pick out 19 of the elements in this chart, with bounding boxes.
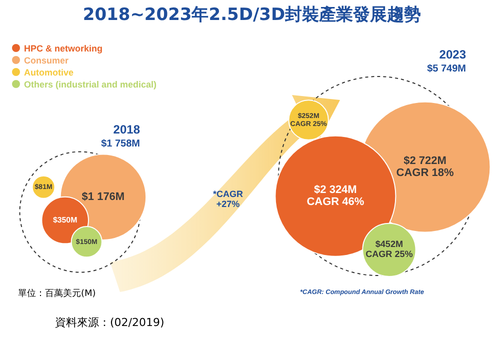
data-label: $1 176M [82, 190, 125, 203]
text: 2018~2023年2.5D/3D封裝產業發展趨勢 [82, 5, 422, 25]
source-note: 資料來源：(02/2019) [55, 316, 164, 329]
text: CAGR 46% [306, 196, 364, 208]
data-label: $2 722M [404, 154, 446, 167]
legend-label: HPC & networking [24, 44, 103, 54]
text: $5 749M [427, 63, 466, 74]
data-label: $2 324M [314, 184, 357, 196]
text: CAGR 25% [366, 249, 413, 260]
legend-label: Others (industrial and medical) [24, 80, 157, 90]
text: $1 758M [101, 138, 140, 150]
data-label: $452M [375, 239, 403, 250]
text: CAGR 18% [396, 167, 454, 179]
legend-label: Automotive [24, 68, 74, 78]
text: *CAGR +27% [212, 189, 244, 210]
category-label: 2023 [439, 47, 466, 62]
legend-label: Consumer [24, 56, 70, 66]
category-label: 2018 [113, 122, 140, 137]
text: 單位：百萬美元(M) [18, 288, 96, 299]
